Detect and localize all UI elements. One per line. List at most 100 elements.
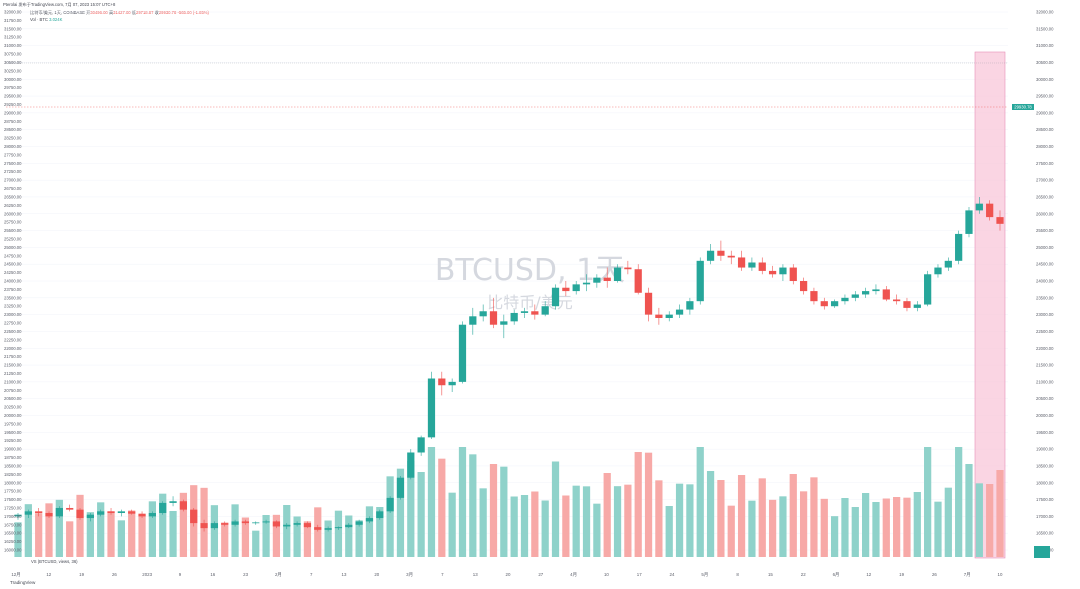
- candle-body: [768, 270, 777, 275]
- candle-body: [200, 523, 208, 529]
- candle-body: [458, 324, 467, 382]
- volume-bar: [851, 507, 859, 557]
- volume-bar: [510, 496, 518, 557]
- volume-bar: [365, 506, 374, 557]
- candle-body: [737, 257, 746, 268]
- candle-body: [613, 267, 622, 281]
- volume-bar: [748, 500, 756, 557]
- date-tick: 26: [112, 572, 117, 577]
- price-tick-right: 18500.00: [1036, 463, 1054, 468]
- current-price-tag-text: 29930.78: [1014, 105, 1032, 110]
- volume-bar: [644, 452, 653, 557]
- date-tick: 20: [506, 572, 511, 577]
- volume-bar: [417, 472, 425, 557]
- candle-body: [551, 287, 560, 307]
- price-tick-left: 27500.00: [4, 161, 22, 166]
- price-tick-left: 17000.00: [4, 514, 22, 519]
- candle-body: [169, 501, 177, 503]
- price-tick-left: 20500.00: [4, 396, 22, 401]
- open-label: 开: [86, 10, 91, 15]
- price-tick-left: 18000.00: [4, 480, 22, 485]
- date-tick: 5月: [701, 572, 708, 578]
- price-tick-right: 21500.00: [1036, 363, 1054, 368]
- volume-legend-line: Vol · BTC 3.024K: [30, 17, 62, 22]
- volume-bar: [138, 515, 146, 557]
- volume-bar: [66, 521, 74, 557]
- candle-body: [665, 314, 673, 318]
- volume-bar: [252, 530, 260, 557]
- volume-bar: [520, 495, 529, 557]
- volume-bar: [210, 505, 219, 557]
- volume-bar: [241, 517, 250, 557]
- candle-body: [479, 311, 487, 317]
- volume-bar: [107, 511, 115, 557]
- candle-body: [593, 277, 601, 283]
- price-tick-left: 25000.00: [4, 245, 22, 250]
- volume-bar: [593, 503, 601, 557]
- low-value: 29718.87: [135, 10, 154, 15]
- price-tick-right: 22500.00: [1036, 329, 1054, 334]
- date-tick: 10: [604, 572, 609, 577]
- volume-bar: [469, 454, 477, 557]
- volume-bar: [427, 447, 436, 557]
- volume-bar: [396, 468, 405, 557]
- volume-bar: [303, 521, 312, 557]
- candle-body: [148, 513, 156, 517]
- candle-body: [882, 289, 890, 300]
- price-tick-right: 24000.00: [1036, 279, 1054, 284]
- volume-bar: [779, 496, 787, 557]
- price-tick-left: 24500.00: [4, 262, 22, 267]
- price-tick-left: 23000.00: [4, 312, 22, 317]
- price-tick-left: 21000.00: [4, 379, 22, 384]
- candle-body: [830, 301, 839, 307]
- open-value: 30496.00: [90, 10, 108, 15]
- price-tick-left: 31000.00: [4, 43, 22, 48]
- price-tick-right: 26500.00: [1036, 194, 1054, 199]
- volume-bar: [345, 515, 353, 557]
- volume-bar: [789, 474, 797, 557]
- volume-bar: [117, 520, 125, 557]
- candle-body: [231, 521, 239, 525]
- price-tick-left: 20250.00: [4, 405, 22, 410]
- price-tick-left: 27750.00: [4, 152, 22, 157]
- volume-bar: [97, 502, 105, 557]
- price-tick-left: 27000.00: [4, 178, 22, 183]
- candle-body: [427, 378, 436, 438]
- volume-bar: [841, 498, 849, 557]
- volume-bar: [272, 514, 281, 557]
- volume-bar: [376, 507, 384, 557]
- price-tick-left: 21750.00: [4, 354, 22, 359]
- volume-bar: [768, 499, 777, 557]
- candle-body: [634, 269, 642, 293]
- tradingview-logo: TradingView: [10, 580, 36, 585]
- price-tick-right: 19500.00: [1036, 430, 1054, 435]
- volume-bar: [572, 485, 580, 557]
- candle-body: [365, 518, 374, 522]
- candle-body: [675, 309, 684, 315]
- candle-body: [386, 497, 394, 512]
- volume-bar: [24, 504, 32, 557]
- volume-bar: [293, 516, 301, 557]
- date-axis: 12月 12 19 26 2023 9 16 23 2月 7 13 20 3月 7 13 20 27 4月 10 17…: [11, 572, 1003, 578]
- candle-body: [314, 527, 322, 530]
- candle-body: [779, 267, 787, 275]
- price-tick-right: 20500.00: [1036, 396, 1054, 401]
- price-tick-left: 31750.00: [4, 18, 22, 23]
- price-tick-left: 17500.00: [4, 497, 22, 502]
- vol-label: Vol · BTC: [30, 17, 48, 22]
- candle-body: [696, 260, 704, 302]
- price-tick-left: 23250.00: [4, 304, 22, 309]
- price-tick-left: 20000.00: [4, 413, 22, 418]
- volume-bar: [624, 484, 632, 557]
- price-tick-left: 17250.00: [4, 505, 22, 510]
- candle-body: [799, 281, 808, 292]
- date-tick: 2023: [142, 572, 152, 577]
- price-tick-left: 28250.00: [4, 136, 22, 141]
- candle-body: [975, 203, 983, 211]
- price-tick-left: 18250.00: [4, 472, 22, 477]
- date-tick: 24: [670, 572, 675, 577]
- price-tick-left: 24000.00: [4, 279, 22, 284]
- date-tick: 19: [79, 572, 84, 577]
- candle-body: [55, 507, 63, 517]
